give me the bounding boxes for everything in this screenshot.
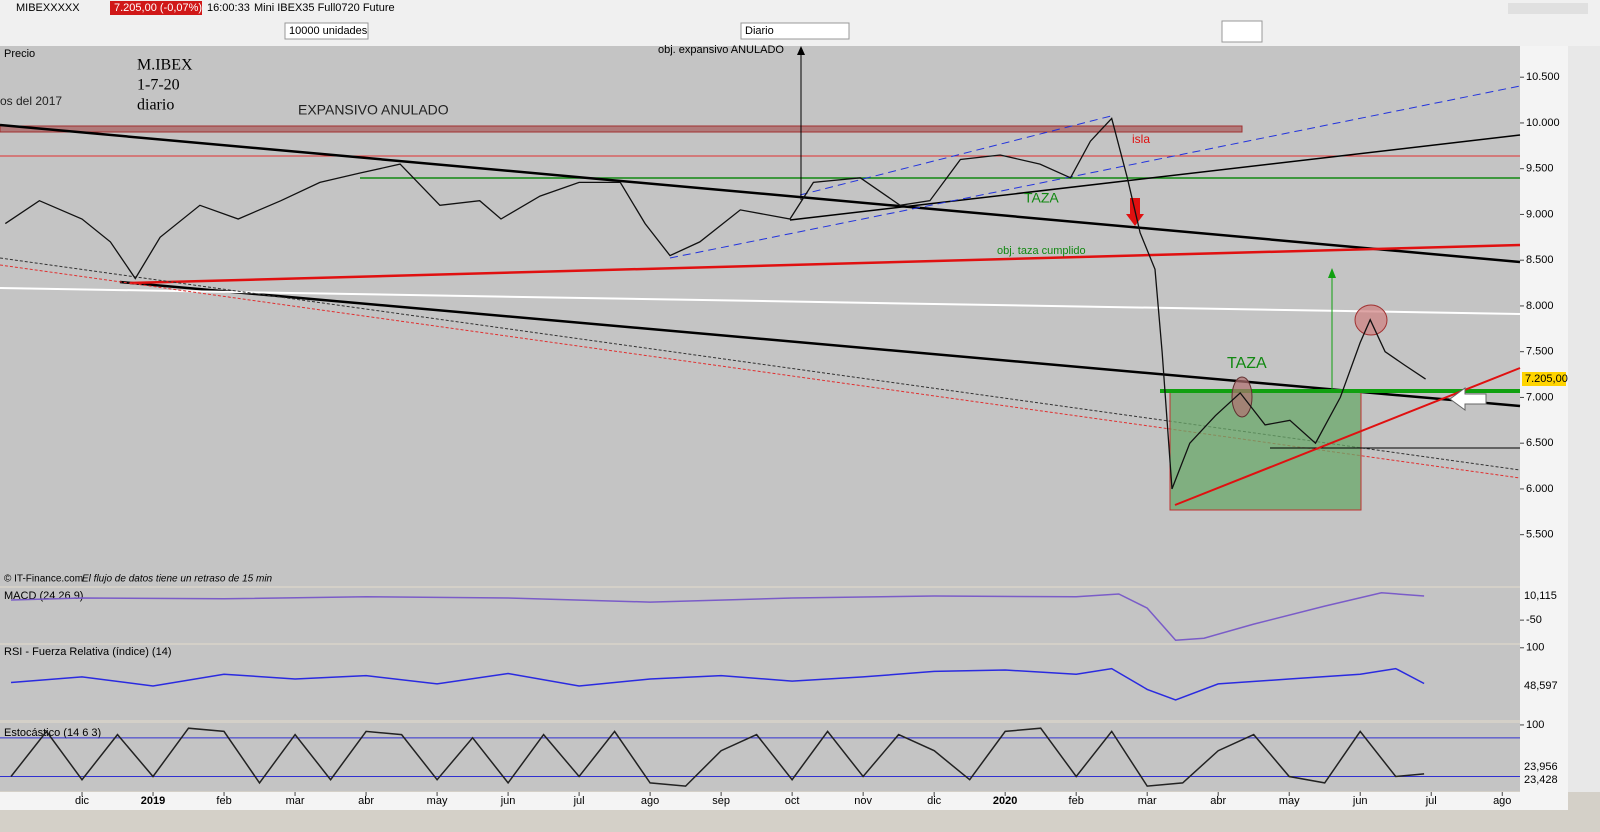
macd-panel: [0, 588, 1520, 643]
x-tick-label: may: [1279, 795, 1300, 807]
rsi-panel: [0, 645, 1520, 720]
x-tick-label: 2020: [993, 795, 1017, 807]
channel-line: [799, 114, 1116, 196]
y-tick-label: 6.000: [1526, 483, 1554, 495]
y-tick-label: 10.000: [1526, 117, 1560, 129]
y-tick-label: 9.500: [1526, 163, 1554, 175]
last-price-box: [1522, 372, 1566, 386]
x-tick-label: abr: [358, 795, 374, 807]
y-tick-label: 10.500: [1526, 71, 1560, 83]
period: Diario: [745, 25, 774, 37]
stoch-panel: [0, 723, 1520, 791]
annotation: diario: [137, 97, 174, 114]
x-tick-label: mar: [1138, 795, 1157, 807]
x-tick-label: abr: [1210, 795, 1226, 807]
quote: 7.205,00 (-0,07%): [114, 2, 202, 14]
x-tick-label: feb: [216, 795, 231, 807]
x-axis-area: [0, 792, 1568, 810]
symbol: MIBEXXXXX: [16, 2, 80, 14]
pointer-arrow: [1449, 387, 1487, 411]
side-bar: [1568, 46, 1600, 792]
arrow-head: [1328, 268, 1336, 278]
x-tick-label: 2019: [141, 795, 165, 807]
support-line: [129, 243, 1521, 285]
y-tick-label: 6.500: [1526, 437, 1554, 449]
x-tick-label: feb: [1069, 795, 1084, 807]
x-tick-label: nov: [854, 795, 872, 807]
footer-credit: © IT-Finance.com: [4, 574, 83, 585]
x-tick-label: jun: [1352, 795, 1368, 807]
y-tick-label: -50: [1526, 614, 1542, 626]
last-price: 7.205,00: [1525, 373, 1568, 385]
trend-line: [0, 123, 1521, 264]
y-tick-label: 8.000: [1526, 300, 1554, 312]
y-tick-label: 5.500: [1526, 529, 1554, 541]
annotation: TAZA: [1227, 355, 1267, 372]
panel-title: Precio: [4, 48, 35, 60]
x-tick-label: jul: [573, 795, 585, 807]
annotation: isla: [1132, 132, 1150, 146]
panel-title: RSI - Fuerza Relativa (índice) (14): [4, 646, 172, 658]
units-select[interactable]: [284, 22, 369, 40]
x-tick-label: oct: [785, 795, 800, 807]
title-bar: [0, 0, 1600, 17]
chart-type-button[interactable]: [1221, 20, 1263, 43]
annotation: obj. expansivo ANULADO: [658, 44, 784, 56]
instrument: Mini IBEX35 Full0720 Future: [254, 2, 395, 14]
trend-line: [789, 134, 1521, 221]
annotation: obj. taza cumplido: [997, 245, 1086, 257]
annotation: EXPANSIVO ANULADO: [298, 102, 449, 118]
x-tick-label: sep: [712, 795, 730, 807]
annotation: 1-7-20: [137, 77, 180, 94]
window-buttons[interactable]: [1508, 3, 1588, 14]
x-tick-label: dic: [75, 795, 90, 807]
arrow-head: [797, 46, 805, 55]
price-line: [4, 117, 1426, 490]
channel-line: [669, 85, 1521, 259]
x-tick-label: jul: [1425, 795, 1437, 807]
x-tick-label: may: [427, 795, 448, 807]
y-tick-label: 7.000: [1526, 391, 1554, 403]
y-tick-label: 9.000: [1526, 208, 1554, 220]
y-tick-label: 7.500: [1526, 346, 1554, 358]
y-axis-area: [1520, 46, 1568, 792]
taza-box: [1169, 389, 1362, 511]
footer-note: El flujo de datos tiene un retraso de 15…: [82, 574, 273, 585]
last-value: 23,956: [1524, 761, 1558, 773]
last-value: 23,428: [1524, 774, 1558, 786]
resistance-band: [0, 125, 1243, 133]
last-value: 48,597: [1524, 680, 1558, 692]
x-tick-label: ago: [1493, 795, 1511, 807]
time: 16:00:33: [207, 2, 250, 14]
dotted-line: [0, 257, 1521, 471]
circle-mark: [1231, 376, 1253, 418]
price-line: [10, 667, 1425, 701]
period-select[interactable]: [740, 22, 850, 40]
units: 10000 unidades: [289, 25, 368, 37]
y-tick-label: 100: [1526, 642, 1544, 654]
x-tick-label: ago: [641, 795, 659, 807]
x-tick-label: dic: [927, 795, 942, 807]
quote-box: [110, 1, 202, 15]
x-tick-label: mar: [286, 795, 305, 807]
price-line: [10, 592, 1425, 641]
dotted-line: [0, 264, 1521, 479]
last-value: 10,115: [1524, 590, 1557, 602]
trend-line: [119, 280, 1521, 408]
y-tick-label: 8.500: [1526, 254, 1554, 266]
annotation: os del 2017: [0, 94, 62, 108]
price-line: [10, 727, 1425, 787]
y-tick-label: 100: [1526, 719, 1544, 731]
annotation: TAZA: [1024, 190, 1059, 206]
x-tick-label: jun: [500, 795, 516, 807]
white-line: [0, 287, 1521, 315]
annotation: M.IBEX: [137, 57, 193, 74]
panel-title: Estocástico (14 6 3): [4, 727, 101, 739]
